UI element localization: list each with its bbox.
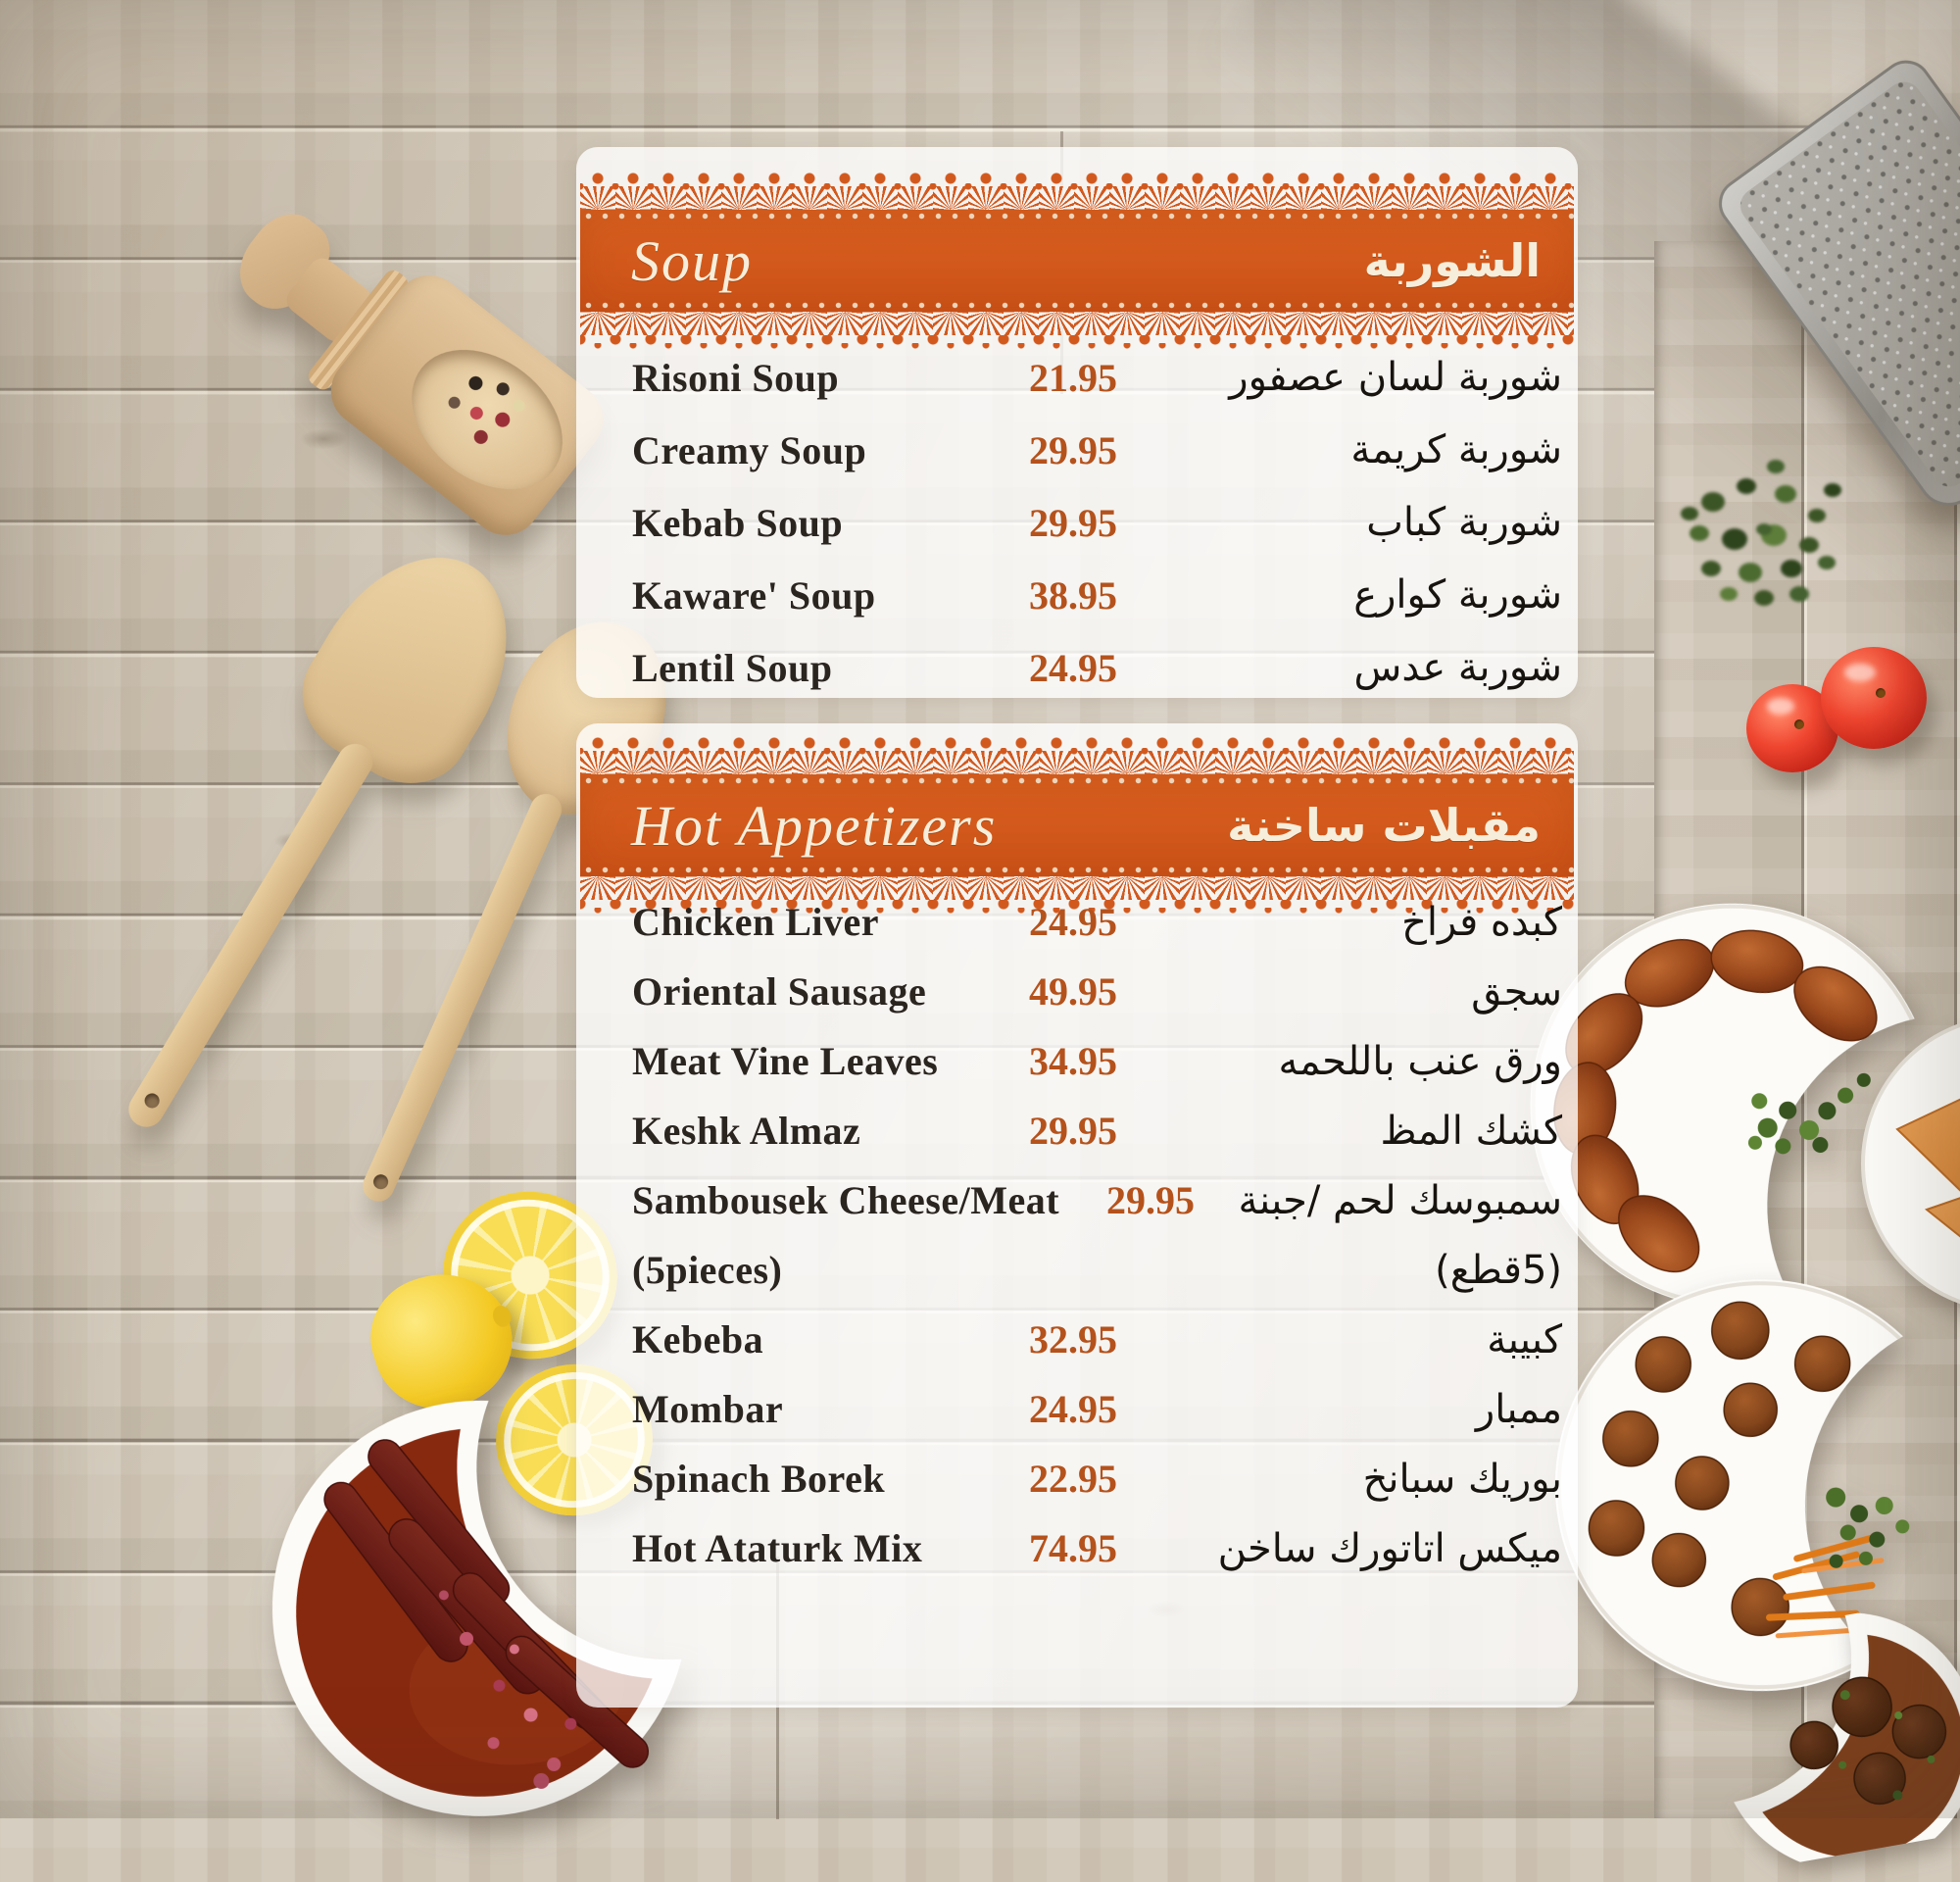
- samosa-plate-decoration: [1861, 1022, 1960, 1305]
- lace-border-top: [580, 737, 1574, 774]
- menu-item-row: Kebeba 32.95 كبيبة: [576, 1305, 1578, 1374]
- soup-section-header: Soup الشوربة: [580, 173, 1574, 349]
- meatball-plate-decoration: [1554, 1279, 1960, 1692]
- lace-border-bottom: [580, 876, 1574, 914]
- item-name-en: Risoni Soup: [632, 355, 840, 400]
- item-note-ar: (5قطع): [1435, 1247, 1562, 1293]
- hot-appetizers-item-list: Chicken Liver 24.95 كبده فراخ Oriental S…: [576, 887, 1578, 1583]
- soup-title-en: Soup: [631, 228, 753, 293]
- menu-item-row: Kaware' Soup 38.95 شوربة كوارع: [576, 559, 1578, 631]
- item-name-ar: سجق: [1471, 968, 1562, 1015]
- hot-appetizers-title-ar: مقبلات ساخنة: [1227, 799, 1541, 852]
- item-name-ar: ممبار: [1475, 1386, 1562, 1432]
- menu-item-row: Oriental Sausage 49.95 سجق: [576, 957, 1578, 1026]
- item-price: 29.95: [1029, 427, 1117, 472]
- soup-header-bar: Soup الشوربة: [580, 210, 1574, 312]
- item-price: 38.95: [1029, 572, 1117, 618]
- item-name-en: Sambousek Cheese/Meat: [632, 1178, 1060, 1222]
- hot-appetizers-title-en: Hot Appetizers: [631, 793, 998, 858]
- soup-title-ar: الشوربة: [1363, 234, 1541, 287]
- item-price: 49.95: [1029, 969, 1117, 1014]
- menu-item-row: Spinach Borek 22.95 بوريك سبانخ: [576, 1444, 1578, 1513]
- item-price: 21.95: [1029, 355, 1117, 400]
- item-name-en: Meat Vine Leaves: [632, 1039, 939, 1083]
- item-price: 24.95: [1029, 1387, 1117, 1431]
- item-price: 24.95: [1029, 645, 1117, 690]
- item-name-en: Kebab Soup: [632, 500, 844, 545]
- item-name-ar: كشك المظ: [1380, 1108, 1562, 1154]
- item-name-ar: شوربة كباب: [1366, 500, 1562, 545]
- item-name-ar: ورق عنب باللحمه: [1278, 1038, 1562, 1084]
- item-name-en: Kaware' Soup: [632, 572, 876, 618]
- thyme-herb-pile-decoration: [1756, 523, 1772, 535]
- item-price: 34.95: [1029, 1039, 1117, 1083]
- hot-appetizers-header-bar: Hot Appetizers مقبلات ساخنة: [580, 774, 1574, 876]
- menu-item-note-row: (5pieces) (5قطع): [576, 1235, 1578, 1305]
- item-name-en: Kebeba: [632, 1317, 764, 1362]
- item-price: 29.95: [1029, 500, 1117, 545]
- item-name-en: Chicken Liver: [632, 900, 880, 944]
- item-note-en: (5pieces): [632, 1248, 783, 1292]
- item-name-ar: شوربة كريمة: [1350, 427, 1562, 472]
- menu-item-row: Sambousek Cheese/Meat 29.95 سمبوسك لحم /…: [576, 1165, 1578, 1235]
- item-name-ar: شوربة كوارع: [1353, 572, 1562, 618]
- menu-item-row: Risoni Soup 21.95 شوربة لسان عصفور: [576, 341, 1578, 414]
- menu-item-row: Lentil Soup 24.95 شوربة عدس: [576, 631, 1578, 704]
- menu-item-row: Kebab Soup 29.95 شوربة كباب: [576, 486, 1578, 559]
- tomato-decoration: [1821, 647, 1927, 749]
- item-name-ar: سمبوسك لحم /جبنة: [1238, 1177, 1562, 1223]
- menu-item-row: Chicken Liver 24.95 كبده فراخ: [576, 887, 1578, 957]
- item-name-en: Creamy Soup: [632, 427, 867, 472]
- item-price: 74.95: [1029, 1526, 1117, 1570]
- item-price: 24.95: [1029, 900, 1117, 944]
- sujuk-sausage-bowl-decoration: [271, 1400, 688, 1816]
- meat-stew-bowl-decoration: [1719, 1612, 1960, 1872]
- item-name-ar: كبيبة: [1487, 1316, 1562, 1362]
- item-name-en: Spinach Borek: [632, 1457, 886, 1501]
- hot-appetizers-section-header: Hot Appetizers مقبلات ساخنة: [580, 737, 1574, 914]
- item-name-ar: ميكس اتاتورك ساخن: [1217, 1525, 1562, 1571]
- item-price: 22.95: [1029, 1457, 1117, 1501]
- item-name-ar: شوربة عدس: [1353, 645, 1562, 690]
- item-name-en: Lentil Soup: [632, 645, 833, 690]
- lace-border-bottom: [580, 312, 1574, 349]
- item-name-ar: شوربة لسان عصفور: [1229, 355, 1562, 400]
- item-name-en: Oriental Sausage: [632, 969, 927, 1014]
- item-price: 29.95: [1106, 1178, 1196, 1222]
- item-name-ar: بوريك سبانخ: [1362, 1456, 1562, 1502]
- menu-item-row: Hot Ataturk Mix 74.95 ميكس اتاتورك ساخن: [576, 1513, 1578, 1583]
- item-name-en: Keshk Almaz: [632, 1109, 861, 1153]
- item-name-en: Mombar: [632, 1387, 784, 1431]
- lace-border-top: [580, 173, 1574, 210]
- menu-item-row: Keshk Almaz 29.95 كشك المظ: [576, 1096, 1578, 1165]
- menu-item-row: Creamy Soup 29.95 شوربة كريمة: [576, 414, 1578, 486]
- item-name-ar: كبده فراخ: [1401, 899, 1562, 945]
- item-price: 32.95: [1029, 1317, 1117, 1362]
- soup-item-list: Risoni Soup 21.95 شوربة لسان عصفور Cream…: [576, 341, 1578, 704]
- item-price: 29.95: [1029, 1109, 1117, 1153]
- menu-item-row: Mombar 24.95 ممبار: [576, 1374, 1578, 1444]
- item-name-en: Hot Ataturk Mix: [632, 1526, 923, 1570]
- menu-item-row: Meat Vine Leaves 34.95 ورق عنب باللحمه: [576, 1026, 1578, 1096]
